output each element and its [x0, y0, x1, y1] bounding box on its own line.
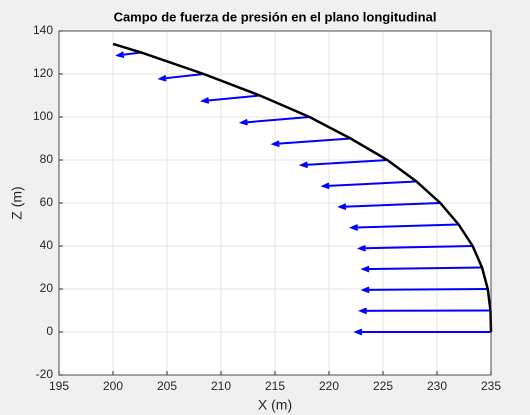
x-tick-label: 200 [103, 379, 123, 393]
x-tick-label: 225 [373, 379, 393, 393]
x-tick-label: 205 [157, 379, 177, 393]
pressure-arrow [360, 286, 488, 294]
pressure-arrow [270, 137, 351, 147]
pressure-arrow [356, 244, 473, 252]
x-tick-label: 215 [265, 379, 285, 393]
pressure-arrow [298, 159, 388, 169]
pressure-arrow [357, 307, 491, 315]
chart-title: Campo de fuerza de presión en el plano l… [114, 9, 437, 24]
x-tick-label: 220 [319, 379, 339, 393]
pressure-arrow [115, 51, 142, 59]
y-tick-label: 0 [46, 324, 53, 338]
y-tick-label: 100 [33, 109, 53, 123]
pressure-arrow [353, 328, 491, 336]
pressure-arrow [200, 94, 260, 104]
x-tick-label: 235 [481, 379, 501, 393]
pressure-arrow [348, 223, 459, 231]
pressure-arrow [157, 73, 204, 82]
pressure-arrow [360, 265, 483, 273]
y-tick-label: 80 [40, 152, 54, 166]
y-tick-label: 120 [33, 66, 53, 80]
y-tick-label: 60 [40, 195, 54, 209]
axes-box [58, 30, 492, 376]
y-tick-label: 40 [40, 238, 54, 252]
pressure-arrow [320, 180, 417, 190]
x-tick-label: 195 [49, 379, 69, 393]
dam-profile [112, 42, 493, 333]
y-tick-label: -20 [36, 367, 54, 381]
x-tick-label: 230 [427, 379, 447, 393]
x-tick-label: 210 [211, 379, 231, 393]
y-tick-label: 140 [33, 23, 53, 37]
y-axis-label: Z (m) [9, 186, 25, 219]
x-axis-label: X (m) [258, 397, 292, 413]
y-tick-label: 20 [40, 281, 54, 295]
pressure-arrow [238, 116, 310, 126]
pressure-arrow [337, 202, 441, 211]
